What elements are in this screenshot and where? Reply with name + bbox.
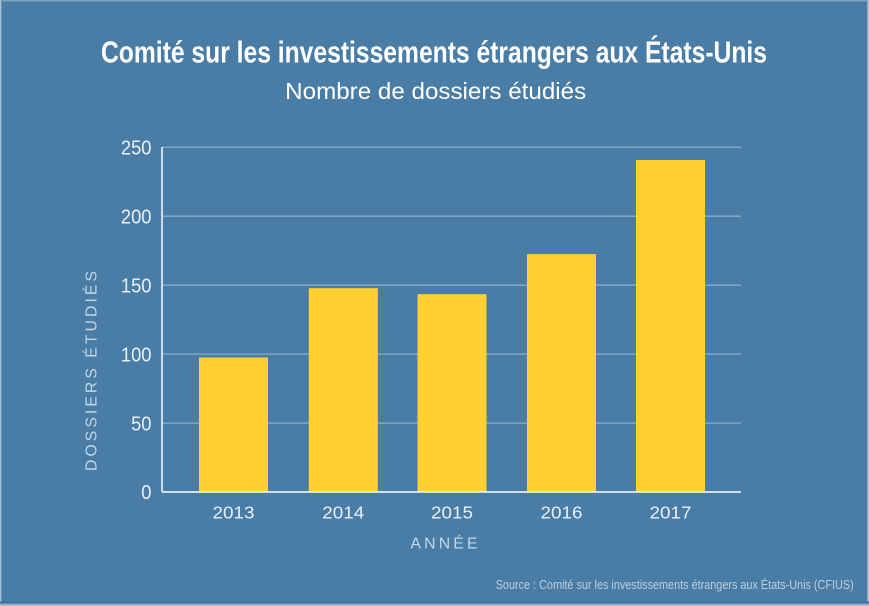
svg-text:Comité sur les investissements: Comité sur les investissements étrangers… <box>101 35 767 70</box>
svg-text:Nombre de dossiers étudiés: Nombre de dossiers étudiés <box>285 78 586 104</box>
svg-text:250: 250 <box>121 137 152 159</box>
svg-text:2015: 2015 <box>431 502 473 522</box>
svg-text:2017: 2017 <box>650 502 692 522</box>
svg-text:2013: 2013 <box>213 502 255 522</box>
svg-text:50: 50 <box>131 413 151 435</box>
svg-text:Source : Comité sur les invest: Source : Comité sur les investissements … <box>496 577 854 592</box>
svg-text:ANNÉE: ANNÉE <box>411 534 478 553</box>
svg-text:DOSSIERS ÉTUDIÉS: DOSSIERS ÉTUDIÉS <box>82 271 101 471</box>
svg-text:2014: 2014 <box>322 502 364 522</box>
svg-text:2016: 2016 <box>541 502 583 522</box>
svg-text:150: 150 <box>121 275 152 297</box>
svg-text:200: 200 <box>121 206 152 228</box>
svg-text:100: 100 <box>121 344 152 366</box>
svg-text:0: 0 <box>141 482 151 504</box>
